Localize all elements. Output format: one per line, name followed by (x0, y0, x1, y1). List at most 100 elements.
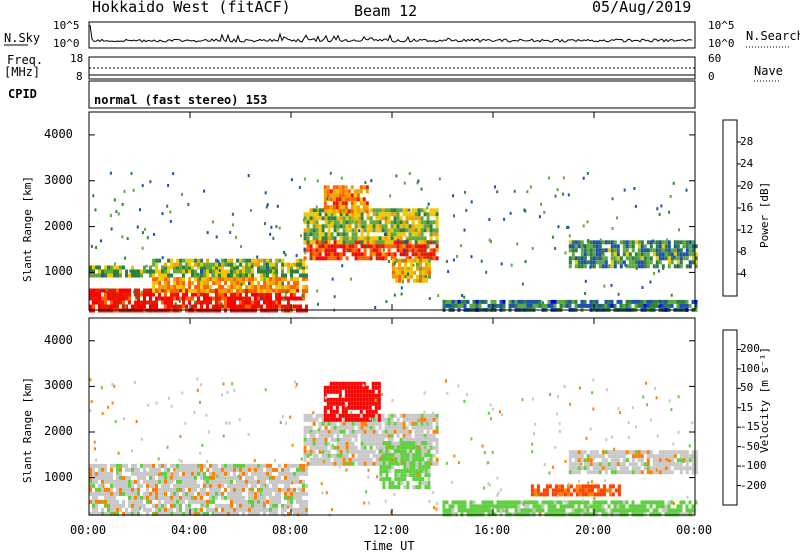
heatmap-cell-6 (634, 450, 638, 455)
heatmap-cell-2 (377, 417, 381, 422)
heatmap-cell-4 (514, 508, 518, 513)
heatmap-cell-8 (640, 303, 644, 308)
heatmap-noise (624, 453, 627, 457)
heatmap-cell-3 (421, 465, 425, 470)
heatmap-noise (374, 306, 377, 309)
heatmap-cell-1 (206, 285, 210, 289)
heatmap-cell-0 (176, 487, 179, 492)
heatmap-cell-4 (607, 504, 611, 509)
heatmap-cell-7 (428, 258, 431, 263)
heatmap-noise (146, 236, 149, 240)
heatmap-cell-1 (345, 453, 349, 458)
heatmap-cell-2 (323, 405, 327, 410)
heatmap-cell-6 (667, 466, 671, 471)
heatmap-cell-6 (679, 458, 683, 463)
heatmap-cell-3 (400, 481, 404, 486)
heatmap-cell-1 (432, 437, 436, 442)
heatmap-cell-4 (405, 256, 409, 261)
heatmap-cell-2 (161, 269, 164, 274)
heatmap-cell-2 (341, 413, 345, 418)
heatmap-cell-0 (164, 479, 167, 484)
heatmap-cell-0 (131, 499, 134, 504)
heatmap-cell-6 (646, 462, 650, 467)
heatmap-cell-1 (348, 437, 352, 442)
heatmap-cell-2 (332, 413, 336, 418)
heatmap-cell-0 (212, 499, 215, 504)
heatmap-cell-3 (427, 461, 431, 466)
heatmap-cell-0 (197, 296, 200, 301)
heatmap-cell-6 (359, 197, 363, 202)
heatmap-cell-4 (423, 256, 427, 261)
heatmap-cell-5 (435, 236, 439, 241)
heatmap-cell-0 (209, 475, 212, 480)
heatmap-cell-1 (354, 445, 358, 450)
heatmap-cell-9 (676, 264, 680, 269)
heatmap-cell-0 (197, 471, 200, 476)
heatmap-noise (490, 506, 493, 510)
heatmap-cell-2 (152, 269, 155, 274)
heatmap-cell-9 (622, 260, 626, 265)
heatmap-cell-8 (493, 299, 497, 304)
heatmap-cell-1 (257, 285, 261, 289)
heatmap-cell-2 (305, 273, 308, 278)
heatmap-cell-1 (305, 277, 309, 281)
heatmap-noise (140, 437, 143, 441)
heatmap-cell-0 (146, 495, 149, 500)
heatmap-noise (578, 480, 580, 483)
heatmap-cell-4 (354, 252, 358, 257)
heatmap-cell-4 (375, 256, 379, 261)
heatmap-noise (404, 249, 407, 253)
heatmap-cell-1 (306, 413, 310, 418)
heatmap-cell-4 (577, 512, 581, 517)
heatmap-cell-2 (182, 265, 185, 270)
heatmap-cell-0 (272, 503, 275, 508)
heatmap-cell-5 (563, 492, 567, 497)
heatmap-noise (173, 468, 176, 472)
heatmap-cell-5 (578, 484, 582, 489)
heatmap-cell-0 (236, 463, 239, 468)
heatmap-cell-1 (426, 433, 430, 438)
heatmap-cell-0 (152, 463, 155, 468)
heatmap-cell-0 (263, 487, 266, 492)
heatmap-cell-9 (625, 252, 629, 257)
heatmap-cell-1 (435, 457, 439, 462)
heatmap-noise (646, 403, 649, 407)
heatmap-cell-4 (616, 504, 620, 509)
heatmap-cell-9 (598, 256, 602, 261)
heatmap-cell-4 (655, 500, 659, 505)
heatmap-cell-0 (113, 304, 116, 309)
heatmap-cell-1 (345, 457, 349, 462)
heatmap-cell-0 (275, 479, 278, 484)
heatmap-cell-4 (330, 256, 334, 261)
heatmap-cell-5 (324, 216, 328, 221)
heatmap-cell-0 (95, 471, 98, 476)
heatmap-cell-0 (218, 296, 221, 301)
heatmap-cell-6 (610, 454, 614, 459)
heatmap-cell-2 (101, 269, 104, 274)
heatmap-cell-0 (242, 499, 245, 504)
heatmap-cell-0 (173, 499, 176, 504)
heatmap-cell-1 (179, 281, 183, 285)
heatmap-cell-2 (356, 385, 360, 390)
heatmap-cell-1 (197, 281, 201, 285)
heatmap-noise (289, 415, 292, 419)
heatmap-noise (384, 499, 387, 503)
heatmap-cell-4 (664, 512, 668, 517)
heatmap-cell-1 (354, 457, 358, 462)
heatmap-cell-4 (408, 248, 412, 253)
heatmap-cell-1 (315, 429, 319, 434)
heatmap-cell-4 (384, 244, 388, 249)
heatmap-cell-0 (140, 471, 143, 476)
heatmap-cell-0 (275, 304, 278, 309)
heatmap-noise (406, 239, 409, 243)
heatmap-cell-0 (212, 479, 215, 484)
heatmap-cell-0 (161, 479, 164, 484)
heatmap-cell-0 (221, 296, 224, 301)
heatmap-cell-0 (302, 507, 305, 512)
heatmap-cell-5 (336, 232, 340, 237)
heatmap-cell-5 (375, 228, 379, 233)
heatmap-cell-6 (694, 454, 698, 459)
heatmap-cell-2 (116, 269, 119, 274)
heatmap-cell-1 (312, 417, 316, 422)
heatmap-cell-1 (372, 421, 376, 426)
